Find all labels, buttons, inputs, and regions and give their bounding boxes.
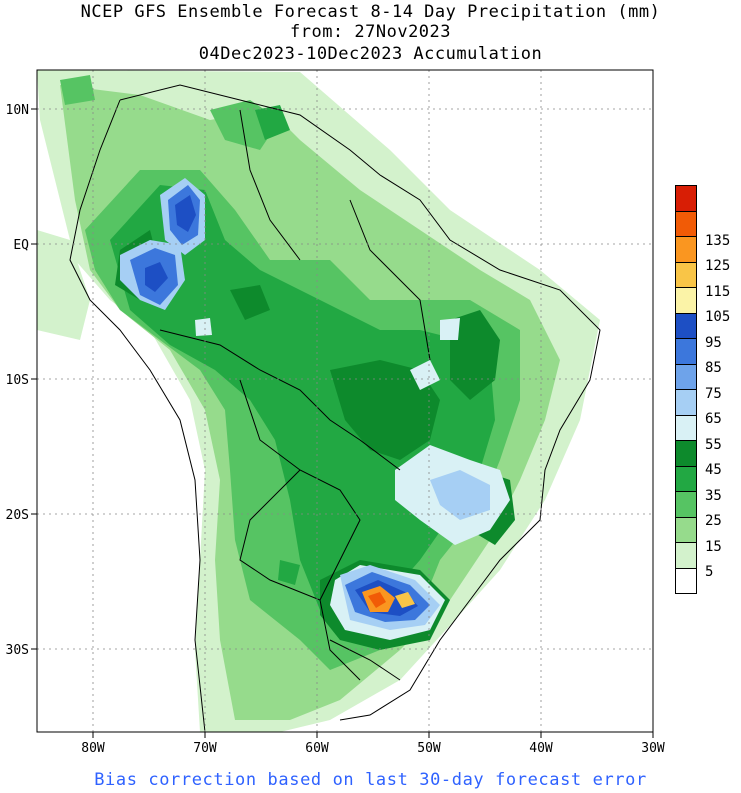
legend-swatch [675, 542, 697, 569]
country-boundaries [69, 84, 601, 732]
legend-swatch [675, 338, 697, 365]
legend-swatch [675, 363, 697, 390]
lon-tick-label: 50W [417, 741, 441, 756]
legend-label: 75 [705, 385, 722, 402]
legend-label: 135 [705, 232, 731, 249]
map-title-line-2: from: 27Nov2023 [289, 22, 452, 42]
legend-swatch [675, 236, 697, 263]
legend-swatch [675, 414, 697, 441]
lat-tick-label: EQ [13, 238, 29, 253]
legend-label: 115 [705, 283, 731, 300]
legend-label: 35 [705, 487, 722, 504]
legend-label: 5 [705, 564, 714, 580]
legend-swatch [675, 261, 697, 288]
legend-label: 95 [705, 334, 722, 351]
bias-correction-note: Bias correction based on last 30-day for… [94, 770, 647, 790]
lon-tick-label: 70W [193, 741, 217, 756]
legend-label: 25 [705, 513, 722, 529]
legend-label: 125 [705, 258, 731, 274]
lon-tick-label: 80W [81, 741, 105, 756]
legend-swatch [675, 312, 697, 339]
legend-label: 65 [705, 411, 722, 427]
legend-label: 45 [705, 462, 722, 478]
graticule [37, 70, 653, 732]
legend-swatch [675, 465, 697, 492]
lat-tick-label: 20S [6, 508, 29, 523]
legend-swatch [675, 287, 697, 314]
legend-label: 55 [705, 436, 722, 453]
legend-swatch [675, 389, 697, 416]
map-frame [36, 69, 654, 733]
legend-swatch [675, 567, 697, 594]
precip-layer-35mm [110, 105, 495, 630]
legend-label: 105 [705, 309, 731, 325]
lon-tick-label: 60W [305, 741, 329, 756]
lon-tick-label: 40W [529, 741, 553, 756]
legend-swatch [675, 516, 697, 543]
lat-tick-label: 10S [6, 373, 29, 388]
lat-tick-label: 10N [6, 103, 29, 118]
map-title-line-1: NCEP GFS Ensemble Forecast 8-14 Day Prec… [80, 2, 661, 22]
legend-swatch [675, 210, 697, 237]
legend-swatch [675, 440, 697, 467]
legend-label: 85 [705, 360, 722, 376]
lat-tick-label: 30S [6, 643, 29, 658]
map-title-line-3: 04Dec2023-10Dec2023 Accumulation [198, 44, 543, 64]
precip-layer-115-135mm [362, 586, 415, 612]
legend-label: 15 [705, 538, 722, 555]
lon-tick-label: 30W [641, 741, 665, 756]
legend-swatch [675, 491, 697, 518]
axis-ticks [31, 108, 654, 738]
